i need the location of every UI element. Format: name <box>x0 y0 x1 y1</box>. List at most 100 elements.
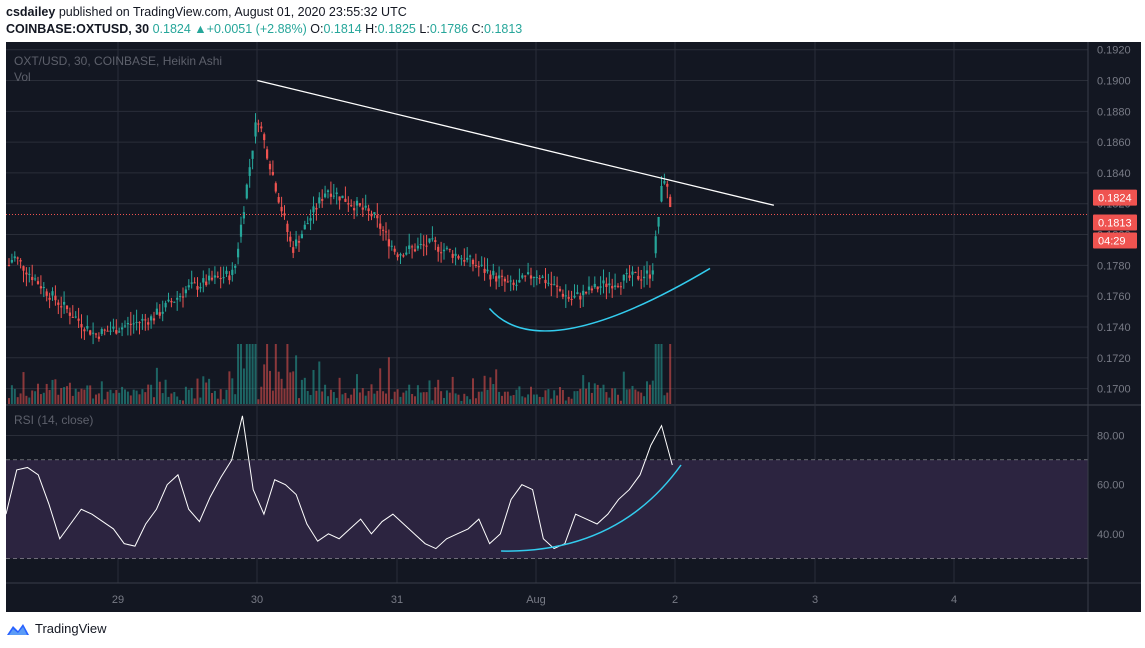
volume-bar <box>416 385 419 404</box>
candle-body <box>654 236 657 254</box>
candle-body <box>34 278 37 280</box>
candle-body <box>434 240 437 242</box>
candle-body <box>367 208 370 212</box>
time-tick-label: 4 <box>951 594 957 606</box>
candle-body <box>573 295 576 298</box>
candle-body <box>535 276 538 278</box>
volume-bar <box>254 344 257 404</box>
volume-bar <box>538 396 541 404</box>
volume-bar <box>579 388 582 404</box>
candle-body <box>112 326 115 329</box>
volume-bar <box>68 382 71 404</box>
candle-body <box>65 305 69 310</box>
volume-bar <box>541 397 544 404</box>
candle-body <box>590 288 593 291</box>
candle-body <box>509 280 512 282</box>
volume-bar <box>219 389 222 404</box>
time-tick-label: 3 <box>812 594 818 606</box>
volume-bar <box>617 394 619 404</box>
volume-bar <box>312 369 315 404</box>
volume-bar <box>576 391 579 404</box>
volume-bar <box>66 386 68 404</box>
candle-body <box>318 197 321 204</box>
volume-bar <box>411 393 414 404</box>
candle-body <box>503 278 506 282</box>
volume-bar <box>550 398 553 404</box>
candle-body <box>187 285 190 288</box>
candle-body <box>181 296 185 298</box>
candle-body <box>152 318 156 321</box>
volume-bar <box>646 381 648 404</box>
candle-body <box>445 247 448 249</box>
volume-bar <box>19 393 22 404</box>
volume-bar <box>266 344 269 404</box>
close-price-label-box <box>1093 214 1137 231</box>
candle-body <box>373 212 376 215</box>
volume-bar <box>443 397 445 404</box>
candle-body <box>622 274 625 281</box>
candle-body <box>344 198 347 202</box>
volume-bar <box>585 388 588 404</box>
volume-bar <box>199 397 202 404</box>
candle-body <box>254 122 257 137</box>
volume-bar <box>390 399 393 404</box>
volume-bar <box>660 344 663 404</box>
candle-body <box>376 215 379 219</box>
candle-body <box>419 243 422 245</box>
volume-bar <box>144 392 147 404</box>
volume-bar <box>74 388 77 404</box>
chart-area[interactable]: 29 30 31 Aug 2 3 4 0.1920 0.1900 0.1880 0.1860 0.18… <box>0 40 1145 612</box>
volume-bar <box>71 395 74 404</box>
volume-bar <box>167 396 170 404</box>
candle-body <box>358 203 361 206</box>
volume-bar <box>547 389 550 404</box>
trendline <box>257 79 775 206</box>
volume-bar <box>521 396 524 404</box>
volume-bar <box>300 379 303 404</box>
candle-body <box>669 196 672 208</box>
volume-bar <box>559 387 561 404</box>
volume-bar <box>619 400 622 404</box>
volume-bar <box>155 367 158 404</box>
volume-bar <box>393 391 396 404</box>
candles <box>7 113 672 345</box>
volume-bar <box>515 389 518 404</box>
candle-body <box>234 265 237 268</box>
candle-body <box>353 208 356 211</box>
candle-body <box>115 330 118 334</box>
candle-body <box>39 286 42 289</box>
rsi-band <box>6 460 1088 559</box>
volume-bar <box>474 398 477 404</box>
candle-body <box>326 190 330 192</box>
candle-body <box>321 199 324 201</box>
candle-body <box>60 306 63 308</box>
candle-body <box>500 275 504 277</box>
candle-body <box>126 323 129 325</box>
volume-bar <box>176 396 179 404</box>
candle-body <box>527 272 530 275</box>
candle-body <box>280 206 283 212</box>
candle-body <box>257 123 260 125</box>
chart-title: OXT/USD, 30, COINBASE, Heikin Ashi <box>14 54 222 68</box>
volume-bar <box>103 399 106 404</box>
candle-body <box>268 163 272 170</box>
candle-body <box>286 223 289 232</box>
candle-body <box>266 149 269 159</box>
published-text: published on TradingView.com, August 01,… <box>58 5 407 19</box>
candle-body <box>442 249 446 252</box>
volume-bar <box>260 386 263 404</box>
candle-body <box>645 270 649 274</box>
candle-body <box>297 241 301 243</box>
candle-body <box>74 316 77 318</box>
candle-body <box>68 312 71 316</box>
candle-body <box>306 223 309 225</box>
candle-body <box>384 231 388 233</box>
candle-body <box>454 253 457 256</box>
candle-body <box>28 273 31 275</box>
candle-body <box>274 183 277 192</box>
volume-bar <box>164 379 167 404</box>
candle-body <box>295 239 298 247</box>
footer: TradingView <box>6 621 107 636</box>
volume-bar <box>100 381 103 404</box>
volume-bar <box>422 392 425 404</box>
